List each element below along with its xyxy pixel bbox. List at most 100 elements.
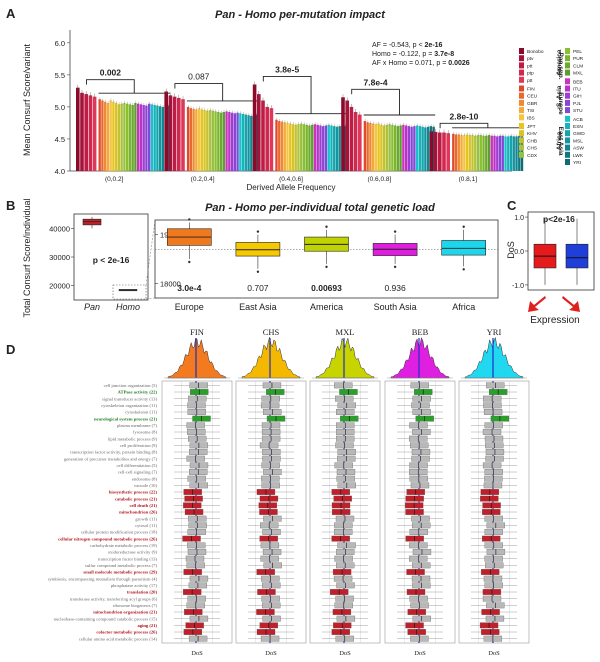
pathway-label: symbiosis, encompassing mutualism throug…: [48, 576, 158, 582]
bar-homo: [200, 109, 203, 171]
bar-pan: [181, 99, 185, 171]
legend-item: CHS: [527, 146, 537, 152]
legend-item: BEB: [573, 79, 583, 85]
bar-homo: [463, 135, 466, 171]
bar-homo: [150, 104, 154, 171]
bar-homo: [297, 124, 300, 171]
x-axis-label-c: Expression: [530, 315, 579, 326]
density-yri: [464, 336, 524, 379]
pathway-label: biosynthetic process (22): [109, 490, 158, 495]
significance-bracket: [262, 76, 312, 114]
legend-item: KHV: [527, 131, 538, 137]
bar-homo: [369, 122, 372, 171]
stat-line-a: AF = -0.543, p < 2e-16: [372, 42, 443, 49]
density-chs: [241, 337, 301, 379]
pathway-label: lysosome (8): [133, 430, 157, 435]
bar-homo: [217, 112, 220, 171]
y-tick-label-b: 20000: [49, 282, 70, 291]
pathway-label: transcription factor binding (13): [98, 556, 158, 561]
legend-swatch: [565, 92, 570, 99]
pathway-label: cell-cell signaling (7): [118, 470, 158, 475]
pathway-label: cellular nitrogen compound metabolic pro…: [58, 536, 157, 541]
x-axis-label-d: DoS: [265, 650, 277, 657]
bar-homo: [319, 125, 322, 171]
bar-homo: [498, 135, 502, 171]
legend-item: GIH: [573, 94, 582, 100]
outlier: [188, 260, 191, 264]
bar-pan: [341, 97, 345, 171]
bar-homo: [134, 103, 137, 171]
bar-homo: [487, 135, 491, 171]
bar-pan: [177, 97, 181, 171]
bar-homo: [195, 109, 198, 171]
pathway-label: oxidoreductase activity (9): [108, 550, 158, 555]
arrow-down-left: [528, 296, 546, 312]
x-tick-label-b-right: Africa: [452, 302, 475, 312]
pathway-label: catabolic process (21): [115, 496, 157, 501]
p-value-c: p<2e-16: [543, 214, 575, 224]
legend-swatch: [565, 78, 570, 85]
stat-line-a: AF x Homo = 0.071, p = 0.0026: [372, 60, 470, 67]
bar-homo: [457, 134, 460, 171]
outlier: [325, 265, 328, 269]
y-tick-label-c: 0.0: [514, 249, 524, 256]
legend-swatch: [519, 123, 524, 129]
x-axis-label-d: DoS: [414, 650, 426, 657]
x-tick-label-b-right: Europe: [175, 302, 204, 312]
pathway-label: transferase activity, transferring acyl …: [70, 596, 158, 602]
bar-homo: [385, 124, 389, 171]
bar-pan: [349, 106, 354, 171]
pathway-label: ribosome biogenesis (7): [113, 603, 158, 608]
legend-item: FIN: [527, 87, 535, 93]
bar-homo: [391, 124, 394, 171]
outlier: [188, 218, 191, 221]
legend-item: STU: [573, 108, 583, 114]
bar-homo: [228, 112, 231, 171]
pathway-label: neurological system process (21): [94, 416, 157, 421]
p-value-a: 0.087: [188, 72, 210, 82]
bar-homo: [396, 126, 400, 171]
bar-homo: [186, 106, 190, 171]
pathway-label: cell death (21): [129, 503, 157, 508]
x-tick-label-b-right: South Asia: [374, 302, 417, 312]
bar-homo: [371, 123, 375, 171]
legend-swatch: [565, 123, 570, 129]
significance-bracket: [439, 122, 489, 129]
legend-item: PUR: [573, 56, 584, 62]
bar-homo: [161, 106, 165, 171]
bar-homo: [485, 135, 488, 171]
bar-homo: [208, 110, 212, 171]
pathway-label: endosome (8): [132, 476, 158, 481]
bar-homo: [479, 135, 482, 171]
population-label: FIN: [190, 327, 204, 337]
pathway-label: cellular protein modification process (1…: [81, 530, 158, 535]
legend-item: YRI: [573, 160, 581, 166]
legend-item: CDX: [527, 153, 538, 159]
legend-item: TSI: [527, 108, 534, 114]
bar-homo: [275, 119, 278, 171]
bar-homo: [338, 126, 341, 171]
stat-value-a: 0.0026: [448, 60, 470, 67]
bar-homo: [98, 99, 101, 171]
bar-homo: [197, 108, 201, 171]
bar-homo: [305, 124, 308, 171]
bar-homo: [219, 112, 223, 171]
bar-homo: [322, 126, 325, 171]
x-axis-label-d: DoS: [488, 650, 500, 657]
box-homo: [118, 289, 138, 292]
bar-homo: [156, 105, 159, 171]
significance-bracket: [351, 88, 400, 116]
bar-pan: [88, 95, 93, 171]
bar-pan: [80, 92, 84, 171]
legend-group-label: Pan spp.: [557, 52, 564, 79]
bar-homo: [413, 126, 416, 171]
bar-homo: [142, 104, 145, 171]
y-tick-label-a: 4.5: [55, 135, 65, 144]
bar-homo: [399, 125, 402, 171]
legend-swatch: [565, 48, 570, 54]
stat-line-a: Homo = -0.122, p = 3.7e-8: [372, 51, 454, 58]
bar-homo: [159, 106, 162, 171]
bar-homo: [230, 112, 234, 171]
x-tick-label-a: (0.4,0.6]: [279, 176, 303, 183]
